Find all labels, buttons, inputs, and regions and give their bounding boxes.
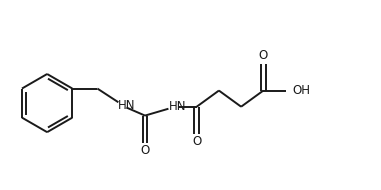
Text: HN: HN [169,100,187,113]
Text: HN: HN [118,99,135,112]
Text: O: O [259,49,268,62]
Text: O: O [140,144,150,157]
Text: OH: OH [292,84,310,97]
Text: O: O [192,135,201,148]
